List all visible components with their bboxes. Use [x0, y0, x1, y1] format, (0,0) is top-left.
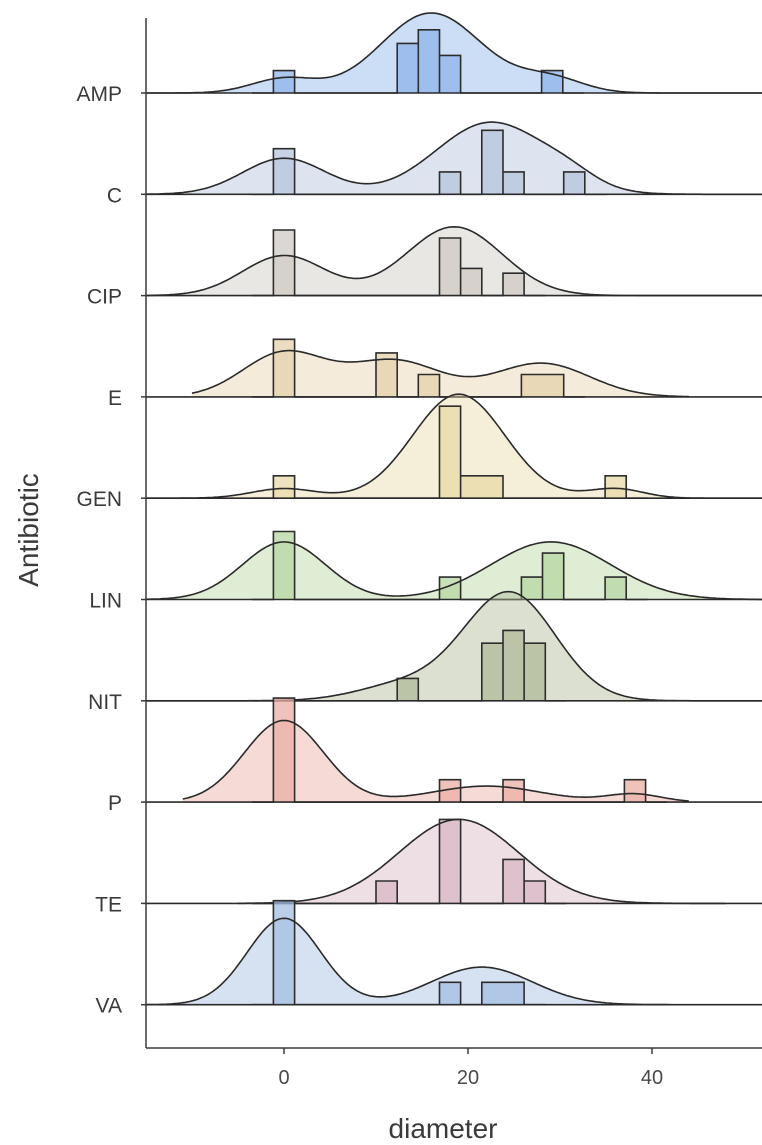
hist-outline-c: [251, 129, 606, 196]
hist-bar: [273, 475, 295, 499]
hist-bar: [273, 148, 295, 195]
ridge-nit: [146, 590, 762, 702]
x-tick-label: 0: [278, 1067, 289, 1089]
hist-bar: [273, 698, 295, 803]
x-tick-group: 0 20 40: [278, 1048, 663, 1089]
y-label-p: P: [108, 792, 122, 815]
y-axis-title: Antibiotic: [13, 473, 44, 587]
y-label-nit: NIT: [88, 691, 122, 714]
hist-bar: [503, 171, 525, 195]
hist-bar: [439, 982, 461, 1005]
x-tick-label: 20: [457, 1067, 479, 1089]
hist-outline-lin: [251, 530, 648, 601]
y-label-gen: GEN: [76, 488, 122, 511]
hist-bar: [563, 171, 585, 195]
y-label-e: E: [108, 387, 122, 410]
hist-outline-nit: [251, 629, 567, 702]
x-tick-label: 40: [641, 1067, 663, 1089]
hist-outline-va: [251, 899, 546, 1006]
hist-bar: [542, 553, 564, 600]
hist-bar: [273, 900, 295, 1005]
hist-bar: [439, 238, 461, 296]
hist-bar: [439, 819, 461, 904]
hist-bar: [418, 374, 440, 397]
hist-bar: [503, 859, 525, 904]
ridge-gen: [146, 393, 762, 500]
hist-bar: [605, 577, 627, 600]
hist-bar: [521, 374, 564, 397]
y-label-c: C: [107, 184, 122, 207]
density-area-e: [192, 350, 689, 397]
ridge-te: [146, 818, 762, 905]
ridge-lin: [145, 530, 762, 601]
hist-bar: [376, 352, 398, 397]
hist-bar: [460, 268, 482, 296]
hist-bar: [439, 779, 461, 803]
y-label-lin: LIN: [89, 590, 122, 613]
x-axis-title: diameter: [389, 1113, 498, 1144]
density-line-p: [182, 719, 689, 802]
y-label-amp: AMP: [76, 83, 122, 106]
hist-bar: [418, 29, 440, 93]
density-area-amp: [146, 13, 762, 93]
hist-bar: [273, 339, 295, 397]
hist-bar: [439, 55, 461, 93]
density-area-c: [146, 122, 762, 195]
ridge-va: [146, 899, 762, 1006]
hist-bar: [397, 678, 419, 701]
hist-bar: [397, 43, 419, 93]
hist-bar: [503, 273, 525, 296]
hist-bar: [273, 70, 295, 93]
density-line-lin: [145, 541, 762, 601]
ridge-cip: [146, 225, 762, 297]
hist-bar: [273, 531, 295, 600]
density-area-te: [238, 819, 726, 904]
hist-bar: [521, 577, 543, 600]
density-line-va: [146, 917, 671, 1006]
density-area-p: [182, 720, 689, 803]
ridges-layer: [145, 12, 762, 1006]
ridge-e: [146, 338, 762, 398]
y-label-te: TE: [95, 893, 122, 916]
hist-bar: [624, 779, 646, 803]
density-line-gen: [146, 393, 762, 499]
hist-bar: [439, 406, 461, 499]
density-area-nit: [146, 591, 762, 701]
density-line-e: [191, 349, 689, 398]
y-label-cip: CIP: [87, 286, 122, 309]
ridge-p: [146, 697, 762, 803]
hist-bar: [605, 475, 627, 499]
hist-bar: [541, 70, 563, 93]
hist-bar: [273, 230, 295, 296]
ridge-c: [145, 121, 762, 196]
hist-bar: [439, 171, 461, 195]
hist-outline-amp: [251, 29, 584, 94]
hist-bar: [376, 881, 398, 904]
hist-bar: [503, 779, 525, 803]
hist-bar: [524, 881, 546, 904]
hist-bar: [481, 130, 503, 195]
y-label-va: VA: [96, 995, 122, 1018]
hist-bar: [524, 643, 546, 701]
hist-bar: [481, 982, 525, 1005]
hist-bar: [503, 630, 525, 701]
y-category-labels: AMP C CIP E GEN LIN NIT P TE VA: [76, 83, 146, 1018]
ridge-amp: [146, 12, 762, 94]
hist-bar: [481, 643, 503, 701]
hist-bar: [460, 475, 503, 499]
